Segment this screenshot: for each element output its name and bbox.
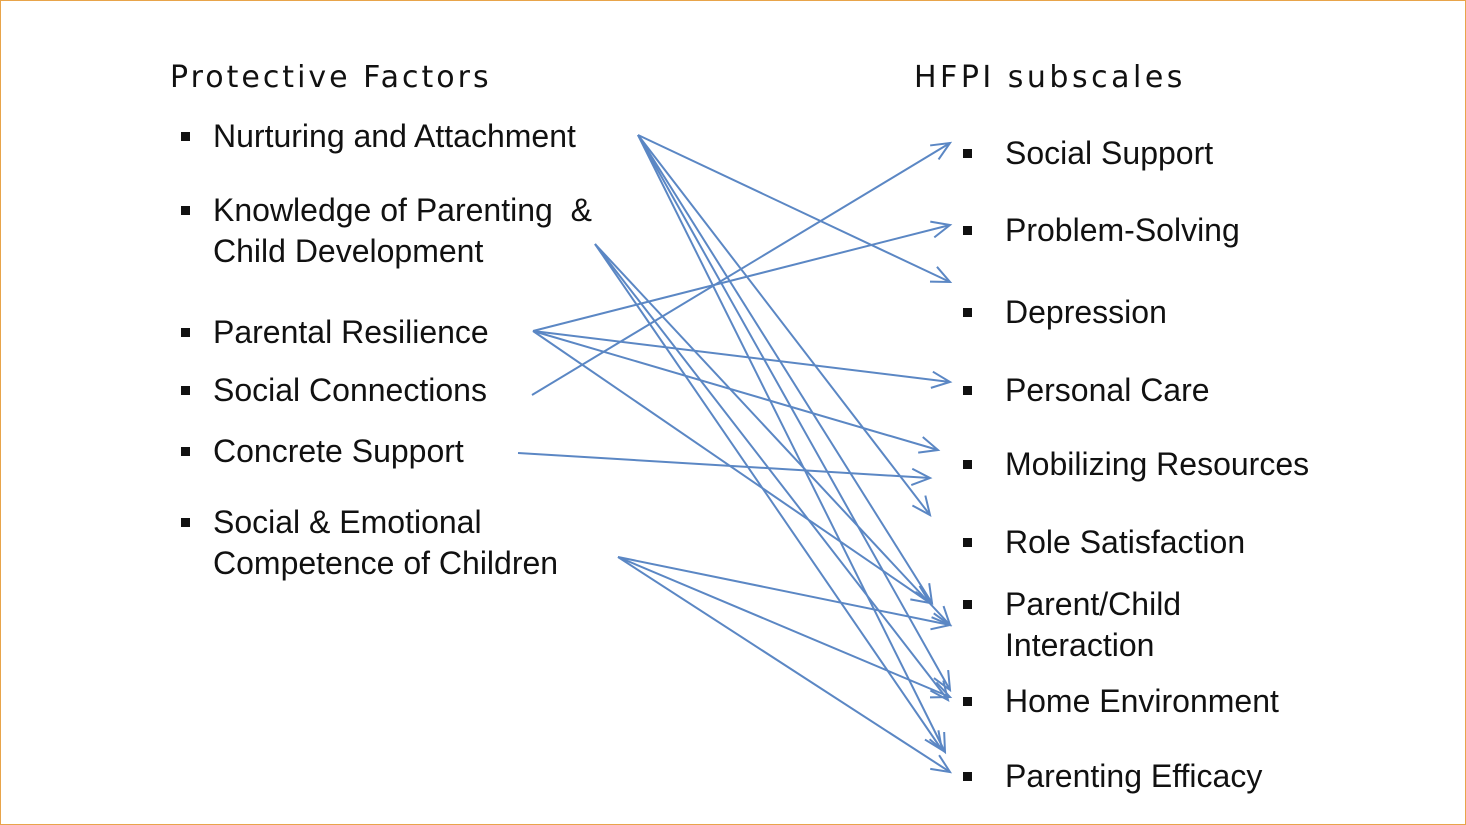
arrow-line: [594, 243, 949, 701]
bullet-icon: [963, 308, 972, 317]
bullet-icon: [181, 206, 190, 215]
factor-emotional: Social & Emotional Competence of Childre…: [181, 502, 559, 584]
arrow-line: [637, 134, 933, 604]
arrow-knowledge-to-home_env: [594, 243, 950, 702]
arrow-resilience-to-mobilizing: [532, 330, 941, 454]
bullet-icon: [963, 538, 972, 547]
subscale-personal-care: Personal Care: [963, 370, 1210, 411]
subscale-label: Personal Care: [1005, 372, 1210, 408]
arrow-emotional-to-parent_child: [617, 556, 953, 631]
subscale-social-support: Social Support: [963, 133, 1214, 174]
subscale-home-environment: Home Environment: [963, 681, 1279, 722]
bullet-icon: [963, 697, 972, 706]
arrowhead-icon: [910, 585, 933, 605]
arrowhead-icon: [929, 680, 950, 702]
arrowhead-icon: [930, 754, 953, 774]
factor-label: Social & Emotional: [213, 504, 482, 540]
factor-concrete: Concrete Support: [181, 431, 464, 472]
bullet-icon: [963, 226, 972, 235]
bullet-icon: [181, 518, 190, 527]
arrow-line: [532, 330, 931, 604]
bullet-icon: [963, 460, 972, 469]
arrowhead-icon: [929, 681, 953, 699]
bullet-icon: [181, 132, 190, 141]
arrowhead-icon: [929, 266, 953, 284]
arrow-line: [617, 556, 951, 626]
arrow-line: [637, 134, 951, 691]
subscale-role-satisfaction: Role Satisfaction: [963, 522, 1246, 563]
arrowhead-icon: [911, 495, 932, 517]
arrowhead-icon: [910, 467, 933, 486]
bullet-icon: [963, 772, 972, 781]
arrow-resilience-to-personal_care: [532, 330, 953, 389]
arrow-nurturing-to-parenting_efficacy: [637, 134, 947, 755]
arrow-knowledge-to-parenting_efficacy: [594, 243, 944, 753]
arrow-line: [617, 556, 951, 698]
arrowhead-icon: [930, 370, 953, 389]
subscale-label: Depression: [1005, 294, 1167, 330]
bullet-icon: [181, 328, 190, 337]
factor-label: Parental Resilience: [213, 314, 489, 350]
arrow-line: [532, 224, 951, 332]
factor-nurturing: Nurturing and Attachment: [181, 116, 576, 157]
subscale-label: Mobilizing Resources: [1005, 446, 1310, 482]
subscale-depression: Depression: [963, 292, 1167, 333]
arrow-resilience-to-parenting_efficacy: [532, 330, 933, 605]
arrow-line: [594, 243, 951, 626]
arrow-line: [594, 243, 943, 751]
bullet-icon: [963, 600, 972, 609]
arrow-line: [532, 330, 939, 451]
factor-label: Knowledge of Parenting &: [213, 192, 592, 228]
subscale-label: Social Support: [1005, 135, 1214, 171]
subscale-mobilizing-resources: Mobilizing Resources: [963, 444, 1310, 485]
arrow-connections-to-social_support: [531, 141, 953, 396]
factor-knowledge: Knowledge of Parenting & Child Developme…: [181, 190, 592, 272]
arrow-nurturing-to-role_satisfaction: [637, 134, 932, 517]
bullet-icon: [181, 447, 190, 456]
arrowhead-icon: [930, 612, 953, 631]
arrow-line: [532, 330, 951, 383]
arrowhead-icon: [930, 220, 953, 239]
hfpi-subscales-heading: HFPI subscales: [914, 60, 1186, 95]
subscale-label: Problem-Solving: [1005, 212, 1240, 248]
bullet-icon: [963, 386, 972, 395]
subscale-label: Parent/Child: [1005, 586, 1182, 622]
arrowhead-icon: [918, 436, 941, 454]
factor-label: Competence of Children: [213, 545, 559, 581]
arrow-resilience-to-problem_solving: [532, 220, 953, 332]
arrow-line: [617, 556, 951, 773]
arrow-line: [517, 452, 931, 479]
arrowhead-icon: [924, 730, 944, 753]
subscale-label: Role Satisfaction: [1005, 524, 1246, 560]
arrow-line: [637, 134, 951, 283]
arrow-emotional-to-parenting_efficacy: [617, 556, 953, 774]
subscale-parent-child-interaction: Parent/Child Interaction: [963, 584, 1182, 666]
arrow-line: [637, 134, 946, 753]
bullet-icon: [181, 386, 190, 395]
protective-factors-heading: Protective Factors: [170, 60, 492, 95]
arrow-line: [637, 134, 931, 516]
arrowhead-icon: [928, 731, 947, 755]
subscale-label: Home Environment: [1005, 683, 1279, 719]
factor-label: Concrete Support: [213, 433, 464, 469]
subscale-label: Interaction: [1005, 627, 1155, 663]
arrow-nurturing-to-depression: [637, 134, 953, 284]
arrowhead-icon: [930, 141, 953, 160]
factor-label: Nurturing and Attachment: [213, 118, 576, 154]
arrow-emotional-to-home_env: [617, 556, 953, 699]
factor-resilience: Parental Resilience: [181, 312, 489, 353]
factor-connections: Social Connections: [181, 370, 487, 411]
subscale-label: Parenting Efficacy: [1005, 758, 1263, 794]
arrowhead-icon: [933, 669, 952, 693]
arrow-concrete-to-mobilizing: [517, 452, 933, 486]
bullet-icon: [963, 149, 972, 158]
arrow-nurturing-to-home_env: [637, 134, 952, 693]
factor-label: Social Connections: [213, 372, 487, 408]
subscale-parenting-efficacy: Parenting Efficacy: [963, 756, 1263, 797]
arrow-line: [531, 142, 951, 396]
factor-label: Child Development: [213, 233, 484, 269]
subscale-problem-solving: Problem-Solving: [963, 210, 1240, 251]
